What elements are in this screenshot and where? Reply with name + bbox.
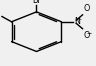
- Text: N: N: [74, 17, 80, 26]
- Text: −: −: [86, 31, 91, 36]
- Text: O: O: [84, 31, 90, 40]
- Text: O: O: [84, 4, 90, 13]
- Text: +: +: [77, 17, 82, 22]
- Text: Br: Br: [32, 0, 41, 5]
